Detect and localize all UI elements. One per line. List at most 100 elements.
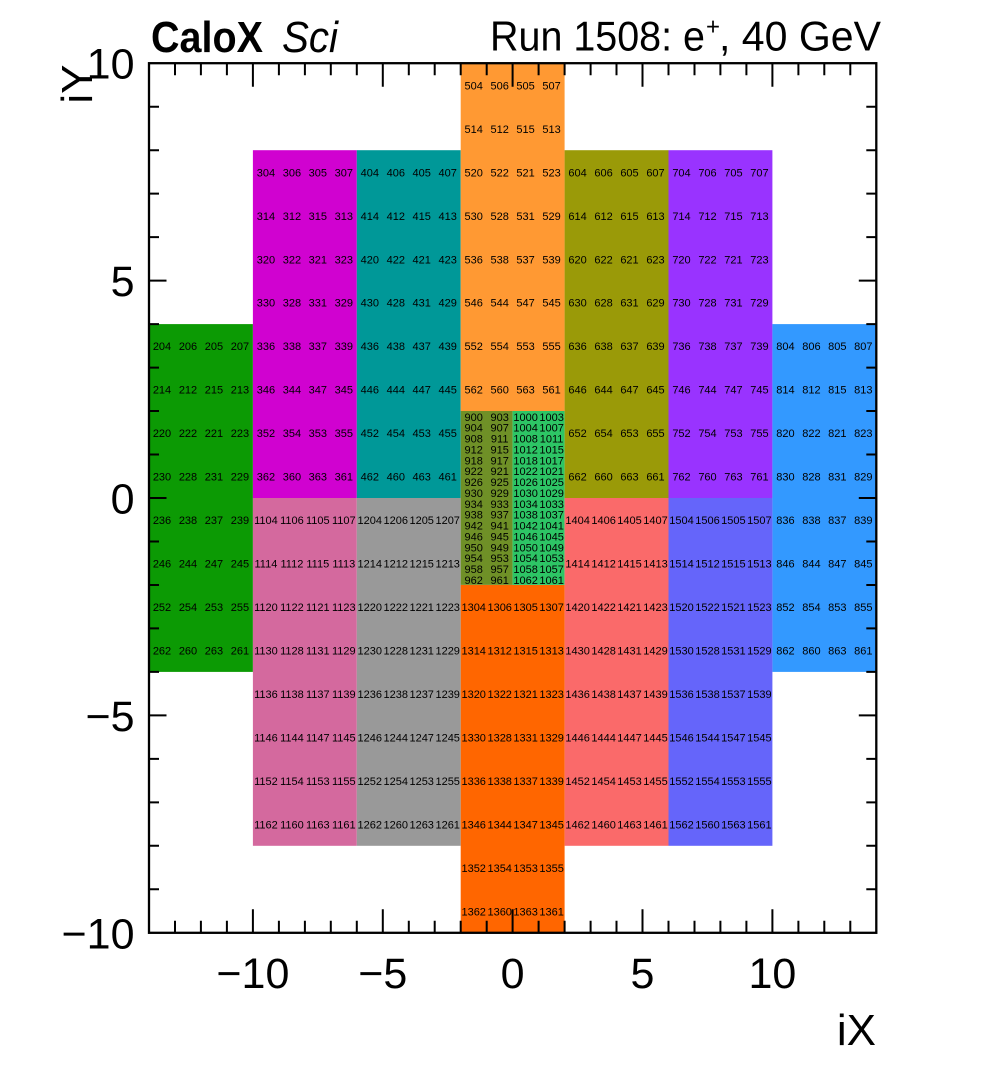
svg-text:755: 755 [750,428,768,440]
svg-text:1560: 1560 [695,820,719,832]
svg-text:812: 812 [802,385,820,397]
svg-text:926: 926 [465,477,483,489]
svg-text:754: 754 [698,428,716,440]
svg-text:1554: 1554 [695,776,719,788]
svg-text:1144: 1144 [280,733,304,745]
svg-text:230: 230 [153,472,171,484]
svg-text:262: 262 [153,646,171,658]
svg-text:660: 660 [594,472,612,484]
svg-text:1312: 1312 [487,646,511,658]
svg-text:746: 746 [672,385,690,397]
svg-text:1018: 1018 [513,455,537,467]
svg-text:1313: 1313 [539,646,563,658]
svg-text:915: 915 [491,445,509,457]
svg-text:446: 446 [361,385,379,397]
svg-text:954: 954 [465,553,483,565]
svg-text:338: 338 [283,341,301,353]
svg-text:1057: 1057 [539,564,563,576]
svg-text:521: 521 [516,167,534,179]
svg-text:239: 239 [231,515,249,527]
svg-text:229: 229 [231,472,249,484]
svg-text:1515: 1515 [721,559,745,571]
svg-text:207: 207 [231,341,249,353]
svg-text:−5: −5 [358,950,407,998]
svg-text:322: 322 [283,254,301,266]
svg-text:1512: 1512 [695,559,719,571]
svg-text:404: 404 [361,167,379,179]
svg-text:514: 514 [465,124,483,136]
svg-text:560: 560 [491,385,509,397]
svg-text:958: 958 [465,564,483,576]
svg-text:962: 962 [465,575,483,587]
svg-text:1537: 1537 [721,689,745,701]
svg-text:1505: 1505 [721,515,745,527]
svg-text:707: 707 [750,167,768,179]
svg-text:1447: 1447 [617,733,641,745]
svg-text:715: 715 [724,211,742,223]
svg-text:329: 329 [335,298,353,310]
svg-text:1420: 1420 [565,602,589,614]
svg-text:729: 729 [750,298,768,310]
svg-text:1030: 1030 [513,488,537,500]
svg-text:331: 331 [309,298,327,310]
svg-text:1046: 1046 [513,531,537,543]
svg-text:413: 413 [439,211,457,223]
svg-text:614: 614 [568,211,586,223]
svg-text:1155: 1155 [332,776,356,788]
svg-text:361: 361 [335,472,353,484]
svg-text:1538: 1538 [695,689,719,701]
svg-text:1147: 1147 [306,733,330,745]
svg-text:961: 961 [491,575,509,587]
svg-text:637: 637 [620,341,638,353]
svg-text:1321: 1321 [513,689,537,701]
svg-text:712: 712 [698,211,716,223]
svg-text:950: 950 [465,542,483,554]
svg-text:1446: 1446 [565,733,589,745]
svg-text:1004: 1004 [513,423,537,435]
svg-text:753: 753 [724,428,742,440]
svg-text:1045: 1045 [539,531,563,543]
svg-text:437: 437 [413,341,431,353]
svg-text:863: 863 [828,646,846,658]
svg-text:900: 900 [465,412,483,424]
svg-text:1253: 1253 [409,776,433,788]
svg-text:655: 655 [646,428,664,440]
svg-text:204: 204 [153,341,171,353]
svg-text:1213: 1213 [435,559,459,571]
svg-text:1412: 1412 [591,559,615,571]
svg-text:1428: 1428 [591,646,615,658]
svg-text:337: 337 [309,341,327,353]
svg-text:213: 213 [231,385,249,397]
svg-text:738: 738 [698,341,716,353]
svg-text:911: 911 [491,434,509,446]
svg-text:−5: −5 [85,693,134,741]
svg-text:1011: 1011 [540,434,564,446]
svg-text:353: 353 [309,428,327,440]
svg-text:1504: 1504 [669,515,693,527]
svg-text:528: 528 [491,211,509,223]
svg-text:908: 908 [465,434,483,446]
svg-text:336: 336 [257,341,275,353]
svg-text:855: 855 [854,602,872,614]
svg-text:363: 363 [309,472,327,484]
svg-text:1261: 1261 [435,820,459,832]
svg-text:1131: 1131 [306,646,330,658]
svg-text:844: 844 [802,559,820,571]
svg-text:922: 922 [465,466,483,478]
svg-text:1347: 1347 [513,820,537,832]
svg-text:846: 846 [776,559,794,571]
svg-text:312: 312 [283,211,301,223]
svg-text:5: 5 [631,950,655,998]
svg-text:221: 221 [205,428,223,440]
svg-text:, 40 GeV: , 40 GeV [719,13,881,60]
svg-text:720: 720 [672,254,690,266]
svg-text:447: 447 [413,385,431,397]
svg-text:1262: 1262 [358,820,382,832]
svg-text:1214: 1214 [358,559,382,571]
svg-text:714: 714 [672,211,690,223]
svg-text:904: 904 [465,423,483,435]
svg-text:463: 463 [413,472,431,484]
svg-text:1207: 1207 [435,515,459,527]
svg-text:1352: 1352 [461,863,485,875]
svg-text:628: 628 [594,298,612,310]
